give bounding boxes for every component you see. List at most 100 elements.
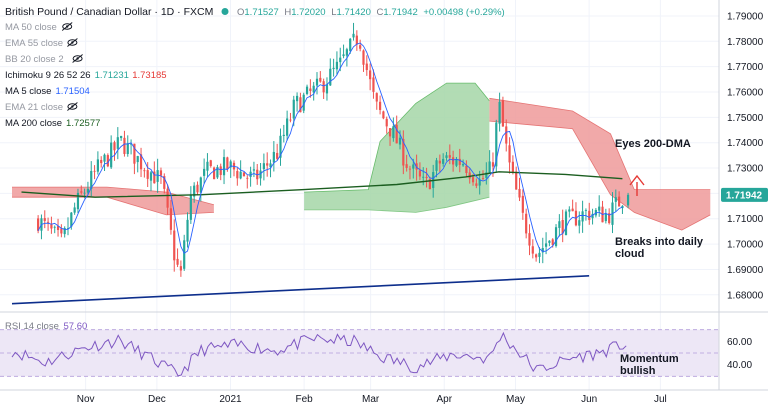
eye-off-icon[interactable] [61,22,73,31]
candle [309,79,312,98]
cloud-span-a [304,82,490,193]
indicator-legend-row[interactable]: BB 20 close 2 [5,54,64,65]
candle [355,30,358,51]
symbol-title[interactable]: British Pound / Canadian Dollar · 1D · F… [5,6,213,18]
candle [392,117,395,142]
candle [571,199,574,212]
candle [568,206,571,218]
candle [412,158,415,179]
candle [272,141,275,172]
indicator-legend-row[interactable]: MA 5 close 1.71504 [5,86,90,97]
eye-off-icon[interactable] [72,54,83,63]
candle [475,178,478,189]
candle [425,167,428,188]
candle [359,39,362,52]
indicator-legend-row[interactable]: MA 200 close 1.72577 [5,118,100,129]
candle [229,159,232,178]
candle [156,158,159,193]
cloud-span-b [304,196,490,213]
candle [581,200,584,233]
candle [325,77,329,101]
time-tick-label: Jul [654,394,667,405]
candle [259,162,262,186]
candle [322,78,325,99]
candle [116,127,119,160]
candle [488,150,491,174]
support-trendline[interactable] [11,274,590,305]
indicator-legend-row[interactable]: Ichimoku 9 26 52 26 1.71231 1.73185 [5,70,167,81]
time-tick-label: 2021 [219,394,242,405]
chart-legend: British Pound / Canadian Dollar · 1D · F… [5,6,505,129]
indicator-legend: MA 50 close EMA 55 close BB 20 close 2 Ichi… [5,22,167,129]
candle [349,37,352,54]
indicator-legend-row[interactable]: MA 50 close [5,22,57,33]
cloud-span-b [489,120,711,231]
candle [90,161,93,197]
rsi-scale[interactable]: 60.00 40.00 [727,337,752,371]
indicator-lines [11,42,623,305]
candle [110,135,113,169]
annotation-eyes-200dma: Eyes 200-DMA [615,138,691,150]
candle [176,248,179,268]
candle [541,237,544,264]
candle [139,147,143,178]
eye-off-icon[interactable] [67,38,78,47]
price-candles [37,22,630,277]
rsi-legend[interactable]: RSI 14 close 57.60 [5,321,87,332]
candle [452,150,455,172]
candle [169,200,173,235]
candle [561,209,564,243]
candle [461,159,465,167]
candle [149,171,153,192]
candle [438,154,441,173]
candle [538,247,541,264]
candle [405,154,408,172]
price-tick-label: 1.68000 [727,290,764,301]
candle [402,130,405,175]
candle [369,63,372,91]
annotation-momentum-2: bullish [620,365,656,377]
price-tick-label: 1.70000 [727,240,764,251]
candle [442,153,445,167]
candle [626,192,630,209]
candle [385,116,388,134]
candle [203,158,206,184]
candle [305,84,309,96]
candle [525,208,528,239]
candle [103,153,106,171]
candle [143,167,146,178]
candle [418,162,422,181]
candle [60,224,63,238]
candle [588,202,591,225]
indicator-legend-row[interactable]: EMA 55 close [5,38,63,49]
candle [614,189,617,212]
indicator-legend-row[interactable]: EMA 21 close [5,102,63,113]
candle [408,165,412,180]
time-tick-label: Apr [436,394,452,405]
candle [50,216,53,234]
candle [279,128,282,166]
candle [212,166,216,180]
candle [262,153,265,181]
candle [365,55,368,76]
candle [621,205,624,214]
candle [448,144,451,165]
candle [319,71,322,83]
candle [302,92,305,114]
candle [163,173,166,194]
candle [564,209,568,236]
candle [236,167,239,186]
candle [295,92,299,112]
candle [63,226,66,238]
ma5-line [37,42,623,254]
candle [372,69,375,99]
annotation-breaks-cloud-1: Breaks into daily [615,236,704,248]
candle [528,224,531,256]
candle [604,208,607,224]
candle [501,96,505,127]
time-scale[interactable]: Nov Dec 2021 Feb Mar Apr May Jun Jul [77,394,667,405]
candle [146,162,149,188]
candle [73,202,76,215]
eye-off-icon[interactable] [67,102,78,111]
candle [166,184,169,215]
